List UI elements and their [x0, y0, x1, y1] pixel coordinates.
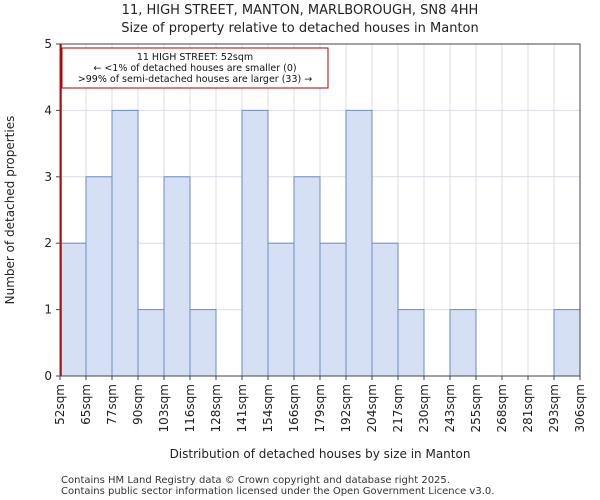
bar: [553, 309, 581, 377]
bar: [163, 176, 191, 377]
x-tick-label: 103sqm: [157, 384, 171, 432]
x-tick-label: 268sqm: [495, 384, 509, 432]
chart-subtitle: Size of property relative to detached ho…: [121, 21, 479, 36]
bar: [111, 109, 139, 377]
plot-area: [59, 43, 581, 377]
y-tick-label: 0: [44, 369, 52, 383]
y-tick-label: 2: [44, 236, 52, 250]
x-tick-label: 90sqm: [131, 384, 145, 425]
x-tick-label: 116sqm: [183, 384, 197, 432]
x-tick-label: 128sqm: [209, 384, 223, 432]
x-tick-label: 154sqm: [261, 384, 275, 432]
x-tick-label: 293sqm: [547, 384, 561, 432]
x-axis-label: Distribution of detached houses by size …: [170, 447, 471, 461]
bar: [241, 109, 269, 377]
chart-title: 11, HIGH STREET, MANTON, MARLBOROUGH, SN…: [122, 3, 479, 18]
bar: [371, 242, 399, 377]
y-tick-label: 5: [44, 37, 52, 51]
bar: [85, 176, 113, 377]
x-tick-label: 52sqm: [53, 384, 67, 425]
y-tick-label: 1: [44, 303, 52, 317]
x-tick-label: 166sqm: [287, 384, 301, 432]
x-tick-label: 77sqm: [105, 384, 119, 425]
y-tick-label: 4: [44, 103, 52, 117]
x-tick-label: 255sqm: [469, 384, 483, 432]
bar: [293, 176, 321, 377]
x-tick-label: 281sqm: [521, 384, 535, 432]
x-tick-label: 65sqm: [79, 384, 93, 425]
bar: [189, 309, 217, 377]
x-tick-label: 230sqm: [417, 384, 431, 432]
annotation-line-2: ← <1% of detached houses are smaller (0): [93, 63, 296, 74]
x-tick-label: 243sqm: [443, 384, 457, 432]
bar: [59, 242, 87, 377]
y-axis-label: Number of detached properties: [3, 116, 17, 305]
bar: [345, 109, 373, 377]
footer-line-2: Contains public sector information licen…: [61, 486, 494, 497]
footer-line-1: Contains HM Land Registry data © Crown c…: [61, 475, 450, 486]
y-axis-ticks: 0 1 2 3 4 5: [44, 37, 60, 383]
x-tick-label: 192sqm: [339, 384, 353, 432]
bar: [319, 242, 347, 377]
x-tick-label: 141sqm: [235, 384, 249, 432]
bar: [449, 309, 477, 377]
x-tick-label: 204sqm: [365, 384, 379, 432]
y-tick-label: 3: [44, 170, 52, 184]
x-tick-label: 306sqm: [573, 384, 587, 432]
annotation-box: 11 HIGH STREET: 52sqm ← <1% of detached …: [61, 47, 329, 89]
annotation-line-1: 11 HIGH STREET: 52sqm: [137, 52, 253, 63]
bar: [267, 242, 295, 377]
bar: [137, 309, 165, 377]
x-tick-label: 217sqm: [391, 384, 405, 432]
x-axis-ticks: 52sqm 65sqm 77sqm 90sqm 103sqm 116sqm 128sqm 14…: [53, 376, 587, 432]
bar: [397, 309, 425, 377]
x-tick-label: 179sqm: [313, 384, 327, 432]
annotation-line-3: >99% of semi-detached houses are larger …: [78, 74, 312, 85]
